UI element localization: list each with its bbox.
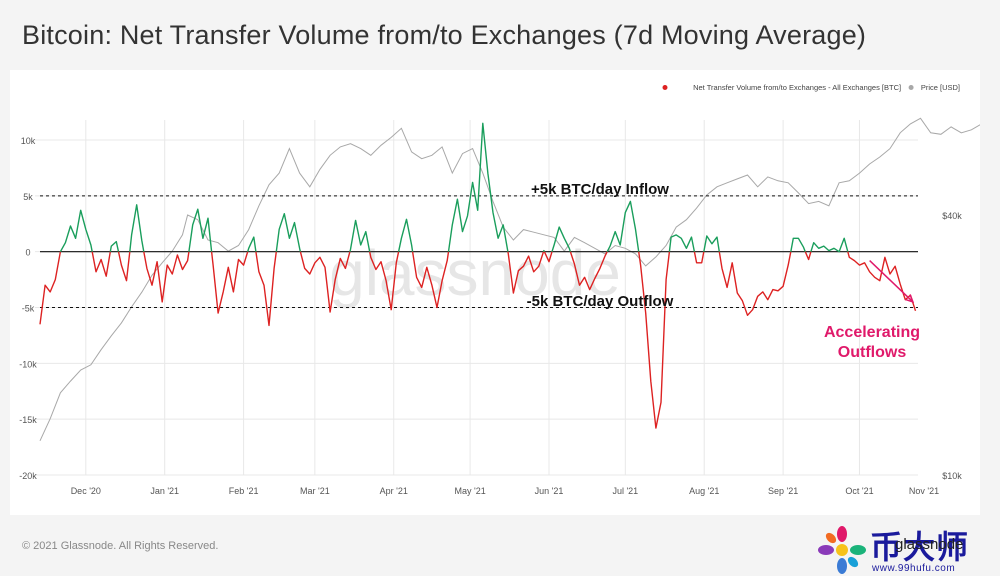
- y-left-tick-label: -15k: [19, 415, 37, 425]
- brand-logo-icon: [818, 526, 866, 574]
- legend-label-net-transfer: Net Transfer Volume from/to Exchanges - …: [693, 83, 901, 92]
- y-right-tick-label: $40k: [942, 211, 962, 221]
- x-tick-label: Jun '21: [535, 486, 564, 496]
- x-tick-label: Jul '21: [612, 486, 638, 496]
- x-tick-label: May '21: [454, 486, 485, 496]
- net-transfer-inflow-segment: [790, 237, 806, 252]
- net-transfer-inflow-segment: [668, 234, 696, 252]
- net-transfer-outflow-segment: [543, 251, 553, 263]
- net-transfer-outflow-segment: [299, 251, 351, 313]
- net-transfer-inflow-segment: [59, 209, 93, 253]
- y-left-tick-label: -20k: [19, 471, 37, 481]
- annotation-arrow-shaft: [869, 260, 914, 303]
- net-transfer-outflow-segment: [638, 251, 671, 429]
- y-left-tick-label: -5k: [22, 304, 35, 314]
- y-left-tick-label: 5k: [23, 192, 33, 202]
- net-transfer-outflow-segment: [693, 251, 705, 264]
- net-transfer-inflow-segment: [606, 200, 640, 253]
- y-left-tick-label: 10k: [21, 136, 36, 146]
- x-tick-label: Sep '21: [768, 486, 798, 496]
- annotation-text-line1: Accelerating: [824, 324, 920, 341]
- copyright-footer: © 2021 Glassnode. All Rights Reserved.: [22, 540, 219, 552]
- legend-dot-net-transfer: [662, 85, 668, 90]
- legend-dot-price: [908, 85, 914, 90]
- x-tick-label: Oct '21: [845, 486, 873, 496]
- price-series-line: [39, 117, 980, 442]
- net-transfer-inflow-segment: [810, 237, 849, 253]
- net-transfer-inflow-segment: [542, 249, 546, 252]
- net-transfer-inflow-segment: [129, 204, 145, 252]
- net-transfer-inflow-segment: [703, 235, 720, 252]
- net-transfer-inflow-segment: [188, 208, 213, 252]
- y-left-tick-label: -10k: [19, 359, 37, 369]
- net-transfer-inflow-segment: [275, 213, 302, 252]
- brand-url: www.99hufu.com: [872, 563, 956, 574]
- net-transfer-chart: 10k 5k 0 -5k -10k -15k -20k $40k $10k Dec '20 Jan …: [19, 83, 980, 496]
- net-transfer-outflow-segment: [507, 251, 545, 294]
- net-transfer-inflow-segment: [349, 219, 371, 252]
- net-transfer-outflow-segment: [39, 251, 62, 325]
- net-transfer-inflow-segment: [247, 236, 257, 252]
- net-transfer-outflow-segment: [411, 251, 450, 309]
- net-transfer-outflow-segment: [847, 251, 917, 312]
- chart-panel: 10k 5k 0 -5k -10k -15k -20k $40k $10k Dec '20 Jan …: [10, 70, 980, 515]
- x-tick-label: Feb '21: [229, 486, 259, 496]
- x-tick-label: Apr '21: [380, 486, 408, 496]
- page-title: Bitcoin: Net Transfer Volume from/to Exc…: [22, 20, 867, 50]
- net-transfer-outflow-segment: [569, 251, 608, 291]
- net-transfer-inflow-segment: [109, 240, 120, 252]
- net-transfer-outflow-segment: [91, 251, 111, 277]
- inflow-threshold-label: +5k BTC/day Inflow: [531, 181, 669, 198]
- y-left-tick-label: 0: [25, 248, 30, 258]
- x-tick-label: Jan '21: [150, 486, 179, 496]
- annotation-text-line2: Outflows: [838, 344, 907, 361]
- net-transfer-outflow-segment: [210, 251, 249, 314]
- net-transfer-inflow-segment: [447, 122, 509, 252]
- net-transfer-outflow-segment: [804, 251, 812, 261]
- y-right-tick-label: $10k: [942, 471, 962, 481]
- annotation-arrow-head: [905, 294, 915, 304]
- x-tick-label: Mar '21: [300, 486, 330, 496]
- net-transfer-outflow-segment: [143, 251, 190, 303]
- outflow-threshold-label: -5k BTC/day Outflow: [527, 293, 674, 310]
- glassnode-watermark-text: glassnode: [329, 237, 621, 309]
- net-transfer-outflow-segment: [369, 251, 400, 311]
- legend-label-price: Price [USD]: [921, 83, 960, 92]
- net-transfer-outflow-segment: [718, 251, 792, 316]
- net-transfer-outflow-segment: [117, 251, 131, 282]
- x-tick-label: Nov '21: [909, 486, 939, 496]
- x-tick-label: Aug '21: [689, 486, 719, 496]
- brand-name-en: glassnode: [895, 536, 964, 553]
- x-tick-label: Dec '20: [71, 486, 101, 496]
- net-transfer-inflow-segment: [551, 226, 572, 252]
- net-transfer-outflow-segment: [255, 251, 277, 327]
- net-transfer-inflow-segment: [397, 218, 414, 252]
- brand-name-cn: 币大师: [870, 529, 970, 565]
